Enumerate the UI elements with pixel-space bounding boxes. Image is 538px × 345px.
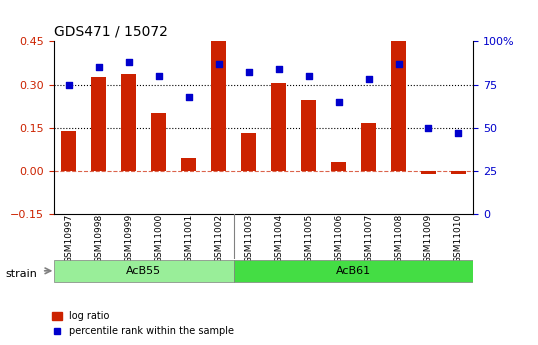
Bar — [211, 40, 226, 171]
Text: GSM11003: GSM11003 — [244, 214, 253, 263]
Bar — [91, 77, 106, 171]
Legend: log ratio, percentile rank within the sample: log ratio, percentile rank within the sa… — [48, 307, 238, 340]
Text: GSM11010: GSM11010 — [454, 214, 463, 263]
Text: AcB61: AcB61 — [336, 266, 371, 276]
Point — [394, 61, 403, 67]
Bar — [331, 162, 346, 171]
Bar — [151, 113, 166, 171]
Bar — [301, 100, 316, 171]
Point — [454, 130, 463, 136]
Text: GSM11009: GSM11009 — [424, 214, 433, 263]
Text: GSM10998: GSM10998 — [94, 214, 103, 263]
Text: GSM11000: GSM11000 — [154, 214, 163, 263]
Text: GSM10999: GSM10999 — [124, 214, 133, 263]
FancyBboxPatch shape — [233, 260, 473, 282]
Bar — [181, 158, 196, 171]
Point — [214, 61, 223, 67]
Point — [244, 70, 253, 75]
Bar — [61, 130, 76, 171]
Point — [274, 66, 283, 72]
Text: GSM11008: GSM11008 — [394, 214, 403, 263]
Text: strain: strain — [5, 269, 37, 279]
FancyBboxPatch shape — [54, 260, 233, 282]
Point — [185, 94, 193, 99]
Bar — [271, 83, 286, 171]
Text: GSM11006: GSM11006 — [334, 214, 343, 263]
Point — [424, 125, 433, 130]
Text: GSM10997: GSM10997 — [64, 214, 73, 263]
Bar — [391, 39, 406, 171]
Text: GSM11004: GSM11004 — [274, 214, 283, 263]
Text: GSM11002: GSM11002 — [214, 214, 223, 263]
Bar — [451, 171, 466, 174]
Point — [124, 59, 133, 65]
Text: GDS471 / 15072: GDS471 / 15072 — [54, 25, 168, 39]
Point — [95, 65, 103, 70]
Text: GSM11007: GSM11007 — [364, 214, 373, 263]
Point — [65, 82, 73, 87]
Bar — [421, 171, 436, 174]
Text: GSM11001: GSM11001 — [184, 214, 193, 263]
Point — [305, 73, 313, 79]
Bar — [241, 134, 256, 171]
Point — [334, 99, 343, 105]
Point — [154, 73, 163, 79]
Bar — [361, 123, 376, 171]
Text: AcB55: AcB55 — [126, 266, 161, 276]
Text: GSM11005: GSM11005 — [304, 214, 313, 263]
Bar — [121, 75, 136, 171]
Point — [364, 77, 373, 82]
